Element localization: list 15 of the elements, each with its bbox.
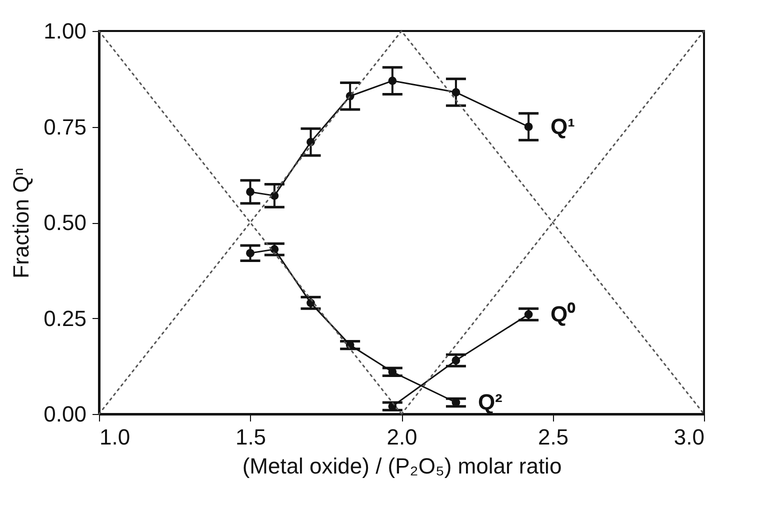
y-tick-label: 0.25 bbox=[44, 306, 86, 331]
y-tick-label: 0.00 bbox=[44, 402, 86, 426]
series-label: Q² bbox=[478, 390, 502, 415]
x-tick-label: 1.0 bbox=[100, 424, 130, 450]
x-tick-label: 2.5 bbox=[538, 424, 569, 450]
series-label: Q¹ bbox=[550, 114, 576, 139]
x-axis-title: (Metal oxide) / (P₂O₅) molar ratio bbox=[242, 454, 562, 478]
series-label: Q⁰ bbox=[550, 301, 576, 326]
y-axis-title: Fraction Qⁿ bbox=[8, 168, 34, 278]
x-tick-label: 1.5 bbox=[235, 424, 266, 450]
x-tick-label: 3.0 bbox=[674, 424, 704, 450]
x-tick-label: 2.0 bbox=[386, 424, 418, 450]
y-tick-label: 0.75 bbox=[44, 114, 86, 140]
y-tick-label: 0.50 bbox=[44, 210, 86, 235]
y-tick-label: 1.00 bbox=[44, 18, 86, 44]
